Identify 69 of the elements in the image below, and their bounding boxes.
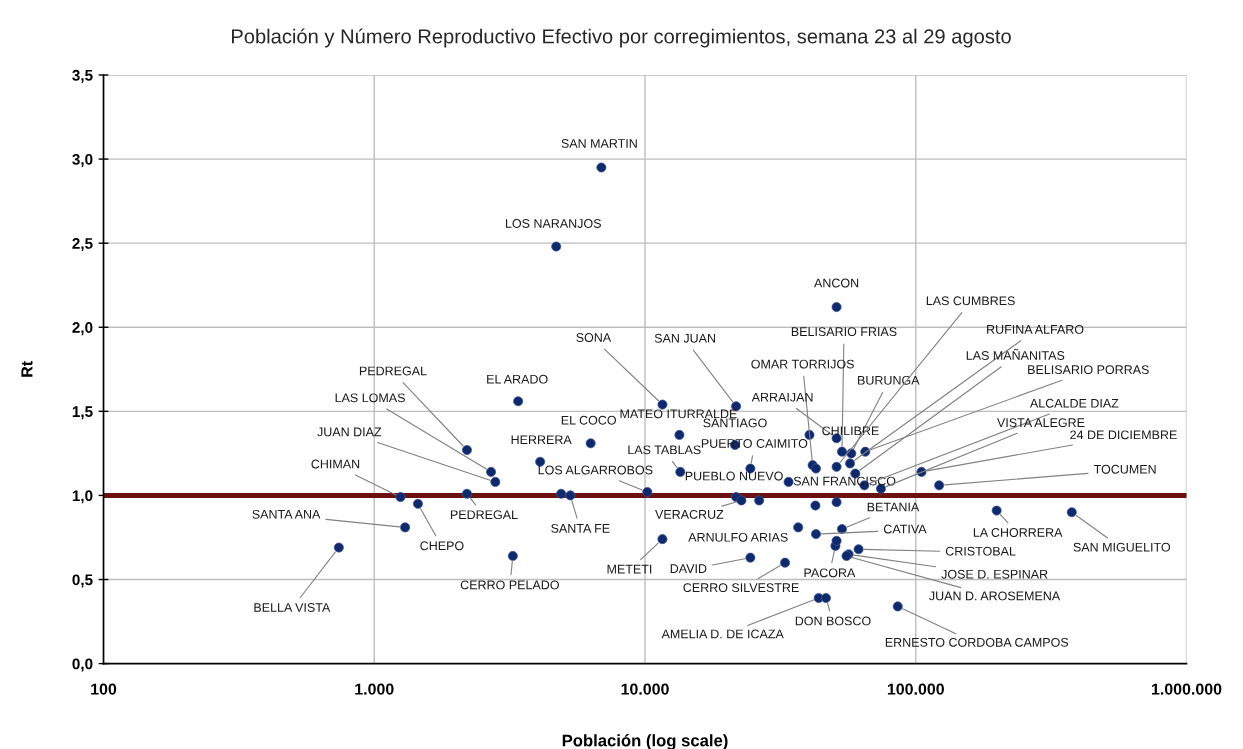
- annotation: LAS TABLAS: [628, 445, 701, 455]
- annotation: LOS ALGARROBOS: [538, 465, 653, 475]
- annotation: SANTA FE: [551, 523, 610, 533]
- annotation: SAN MIGUELITO: [1073, 542, 1171, 552]
- annotation: SANTIAGO: [703, 418, 767, 428]
- annotation: EL COCO: [561, 415, 616, 425]
- annotation: VISTA ALEGRE: [997, 418, 1085, 428]
- annotation: LOS NARANJOS: [505, 219, 601, 228]
- annotation: JUAN D. AROSEMENA: [929, 591, 1061, 601]
- y-tick-label: 3,5: [72, 69, 93, 83]
- annotation: ARNULFO ARIAS: [688, 532, 788, 542]
- x-tick-label: 1.000.000: [1151, 683, 1222, 695]
- annotation: BELLA VISTA: [254, 603, 331, 612]
- annotation: LAS CUMBRES: [926, 296, 1015, 306]
- annotation: PUEBLO NUEVO: [685, 471, 783, 481]
- annotation: BELISARIO FRIAS: [791, 327, 897, 337]
- annotation: CHIMAN: [311, 459, 360, 469]
- y-tick-label: 2,0: [72, 322, 93, 336]
- annotation: BURUNGA: [858, 375, 920, 385]
- annotation: PEDREGAL: [450, 510, 518, 520]
- annotation: DON BOSCO: [795, 616, 871, 626]
- annotation: CHEPO: [420, 541, 464, 551]
- annotation: JOSE D. ESPINAR: [941, 569, 1048, 579]
- y-tick-label: 1,5: [72, 406, 93, 420]
- annotation: CRISTOBAL: [945, 546, 1016, 556]
- annotation: SAN JUAN: [654, 333, 715, 343]
- x-tick-label: 100.000: [887, 683, 944, 695]
- annotation: VERACRUZ: [655, 509, 724, 519]
- annotation: SONA: [576, 333, 612, 342]
- y-tick-label: 3,0: [72, 153, 93, 167]
- x-tick-label: 100: [91, 683, 117, 695]
- annotation: SAN MARTIN: [561, 139, 637, 148]
- annotation: DAVID: [670, 564, 707, 573]
- annotation: AMELIA D. DE ICAZA: [661, 629, 784, 639]
- x-tick-label: 10.000: [621, 683, 669, 695]
- annotation: EL ARADO: [487, 374, 548, 384]
- annotation: ERNESTO CORDOBA CAMPOS: [885, 637, 1069, 647]
- annotation: TOCUMEN: [1093, 464, 1156, 474]
- annotation: RUFINA ALFARO: [987, 324, 1084, 334]
- annotation: CHILIBRE: [822, 426, 879, 436]
- y-tick-label: 0,5: [72, 574, 93, 588]
- annotation: PACORA: [804, 568, 856, 578]
- annotation: OMAR TORRIJOS: [751, 359, 854, 369]
- annotation: SANTA ANA: [252, 509, 321, 519]
- x-tick-label: 1.000: [355, 683, 394, 695]
- annotation: JUAN DIAZ: [317, 427, 382, 437]
- chart-title: Población y Número Reproductivo Efectivo por corregimientos, semana 23 al 29 agosto: [232, 28, 1011, 48]
- annotation: HERRERA: [511, 435, 572, 445]
- annotation: MATEO ITURRALDE: [620, 409, 737, 419]
- x-axis-title: Población (log scale): [562, 734, 728, 749]
- annotation: ANCON: [814, 278, 859, 288]
- annotation: BELISARIO PORRAS: [1028, 365, 1149, 375]
- y-axis-title: Rt: [21, 361, 33, 377]
- y-tick-label: 0,0: [72, 658, 93, 672]
- annotation: 24 DE DICIEMBRE: [1070, 430, 1177, 440]
- y-tick-label: 1,0: [72, 490, 93, 504]
- annotation: CERRO SILVESTRE: [683, 583, 799, 593]
- annotation: CERRO PELADO: [460, 580, 559, 590]
- annotation: CATIVA: [883, 524, 927, 534]
- annotation: SAN FRANCISCO: [793, 476, 896, 486]
- annotation: BETANIA: [867, 502, 920, 512]
- annotation: LAS MAÑANITAS: [966, 348, 1065, 360]
- annotation: LA CHORRERA: [973, 528, 1063, 537]
- annotation: LAS LOMAS: [335, 393, 405, 403]
- annotation: METETI: [607, 564, 652, 574]
- annotation: PEDREGAL: [359, 366, 427, 376]
- y-tick-label: 2,5: [72, 238, 93, 252]
- annotation: ALCALDE DIAZ: [1029, 398, 1119, 408]
- annotation: ARRAIJAN: [751, 392, 813, 402]
